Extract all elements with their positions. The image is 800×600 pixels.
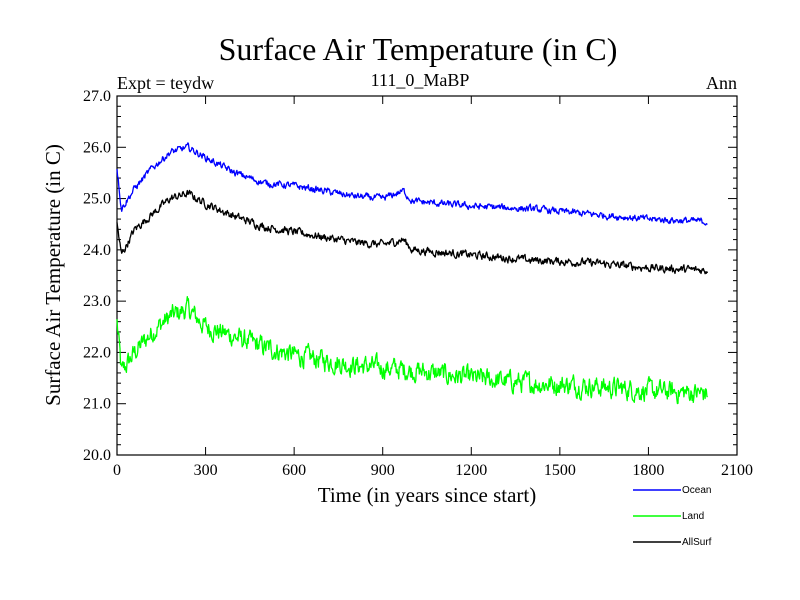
x-tick-label: 2100	[721, 462, 753, 479]
legend-label-land: Land	[682, 511, 704, 522]
y-tick-label: 27.0	[83, 88, 111, 105]
y-tick-label: 23.0	[83, 293, 111, 310]
x-tick-label: 600	[282, 462, 306, 479]
chart-subtitle-expt: Expt = teydw	[117, 73, 214, 93]
x-tick-label: 1800	[632, 462, 664, 479]
x-tick-label: 1500	[544, 462, 576, 479]
x-tick-label: 1200	[455, 462, 487, 479]
y-tick-label: 24.0	[83, 242, 111, 259]
x-axis-label: Time (in years since start)	[318, 483, 537, 507]
legend-label-allsurf: AllSurf	[682, 537, 712, 548]
y-axis-label: Surface Air Temperature (in C)	[41, 144, 65, 406]
y-axis-ticks: 20.0 21.0 22.0 23.0 24.0 25.0 26.0 27.0	[83, 88, 737, 464]
y-tick-label: 20.0	[83, 447, 111, 464]
y-tick-label: 21.0	[83, 396, 111, 413]
x-tick-label: 0	[113, 462, 121, 479]
series-line-allsurf	[116, 189, 709, 275]
series-lines	[116, 142, 709, 405]
series-line-land	[116, 295, 709, 405]
chart-subtitle-season: Ann	[706, 73, 737, 93]
x-tick-label: 300	[194, 462, 218, 479]
y-tick-label: 25.0	[83, 191, 111, 208]
x-axis-ticks: 0 300 600 900 1200 1500 1800 2100	[113, 96, 753, 479]
chart-title: Surface Air Temperature (in C)	[219, 31, 618, 67]
x-tick-label: 900	[371, 462, 395, 479]
legend-label-ocean: Ocean	[682, 485, 711, 496]
series-line-ocean	[116, 142, 708, 226]
y-tick-label: 26.0	[83, 139, 111, 156]
legend: Ocean Land AllSurf	[633, 485, 712, 548]
y-tick-label: 22.0	[83, 344, 111, 361]
chart-subtitle-period: 111_0_MaBP	[371, 70, 470, 90]
plot-area	[116, 95, 738, 456]
